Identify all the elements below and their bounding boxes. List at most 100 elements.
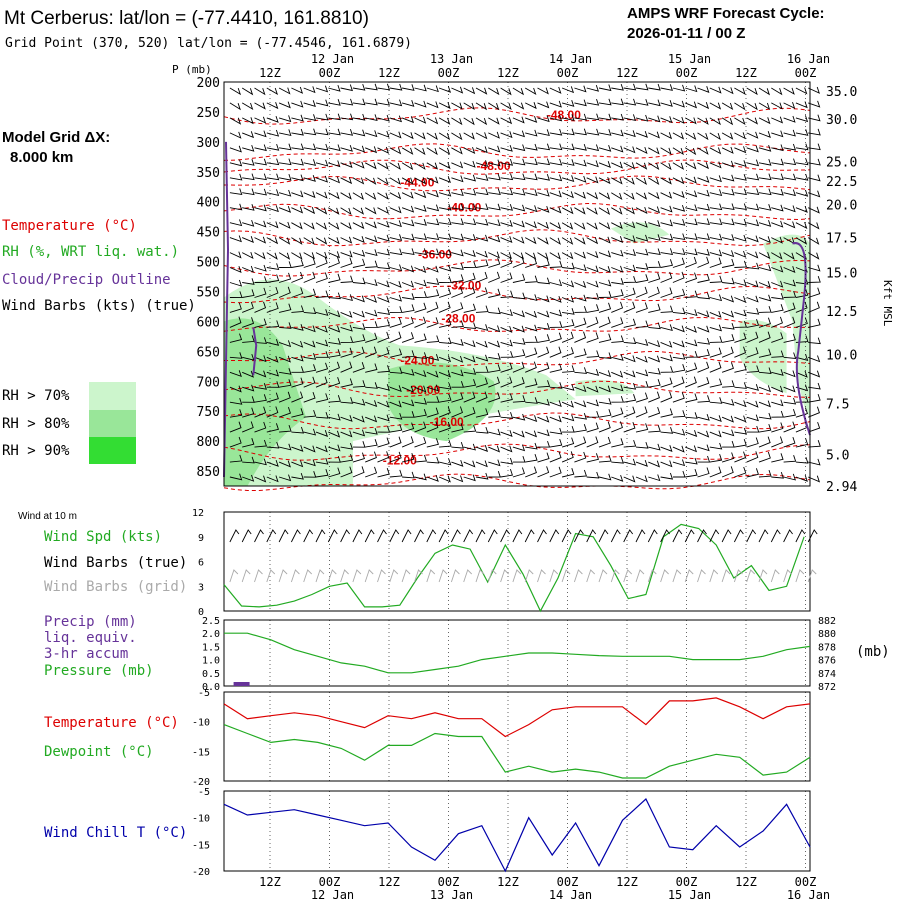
wind-barb	[672, 459, 686, 467]
wind-barb	[709, 189, 723, 197]
wind-barb	[574, 143, 587, 151]
wind-barb-grid	[549, 569, 559, 583]
wind-barb	[451, 441, 464, 449]
wind-barb	[709, 361, 722, 373]
wind-barb	[254, 236, 267, 244]
wind-barb	[586, 128, 600, 136]
wind-barb	[660, 219, 673, 227]
wind-barb	[697, 86, 710, 93]
wind-barb	[401, 177, 414, 185]
wind-barb	[451, 189, 464, 197]
wind-barb	[525, 129, 538, 137]
wind-barb-grid	[672, 569, 682, 583]
wind-barb	[721, 429, 735, 437]
wind-barb	[377, 130, 390, 138]
wind-barb	[734, 320, 748, 328]
isotherm-line	[223, 412, 811, 430]
pressure-tick: 500	[197, 256, 220, 271]
wind-barb	[340, 415, 353, 422]
isotherm-label: -28.00	[441, 311, 475, 325]
wind-barb	[242, 396, 255, 403]
wind-barb	[635, 192, 648, 200]
wind-barb	[537, 452, 550, 463]
wind-barb	[438, 318, 452, 328]
isotherm-line	[223, 316, 811, 332]
wind-barb	[279, 379, 292, 388]
height-tick: 2.94	[826, 480, 857, 495]
rh-region	[575, 379, 635, 397]
wind-barb	[328, 207, 340, 215]
wind-barb	[635, 114, 649, 122]
wind-barb	[795, 87, 808, 95]
wind-barb	[266, 173, 280, 181]
wind-barb	[291, 237, 303, 245]
wind-barb	[488, 364, 501, 373]
wind-barb	[795, 101, 808, 109]
bottom-hour-tick: 00Z	[557, 875, 579, 889]
wind-barb-true	[770, 529, 781, 543]
wind-barb	[722, 203, 735, 211]
wind-barb	[783, 436, 796, 448]
wind-barb	[463, 188, 477, 196]
pressure-ytick: 872	[818, 682, 836, 693]
wind-barb-grid	[241, 569, 251, 583]
wind-barb	[549, 237, 561, 245]
wind-barb	[611, 207, 623, 215]
wind-barb	[734, 309, 747, 317]
wind-barb	[685, 468, 698, 478]
top-hour-tick: 12Z	[259, 66, 281, 80]
wind-barb	[340, 310, 353, 318]
wind-barb	[401, 162, 414, 171]
wind-barb	[377, 437, 390, 448]
wind-barb	[586, 84, 599, 92]
wind-barb	[783, 221, 796, 229]
wind-barb	[660, 100, 673, 107]
wind-barb	[377, 234, 390, 242]
wind-barb	[623, 276, 637, 283]
wind-barb	[623, 355, 636, 363]
wind-barb	[734, 279, 747, 287]
wind-barb	[672, 248, 686, 255]
wind-barb	[229, 409, 243, 418]
wind-barb	[586, 410, 600, 418]
wind-barb	[549, 295, 562, 303]
wind-barb	[648, 162, 660, 171]
wind-barb	[291, 426, 305, 434]
wind-barb	[402, 471, 415, 479]
wind-barb	[598, 370, 612, 378]
wind-barb	[660, 248, 674, 255]
wind-barb	[328, 237, 340, 245]
isotherm-label: -48.00	[547, 108, 581, 122]
wind-barb-true	[610, 529, 621, 543]
wind-barb	[266, 441, 280, 449]
wind-barb	[500, 272, 513, 283]
wind-barb	[315, 256, 328, 268]
wind-barb	[709, 203, 723, 211]
wind-barb	[365, 382, 378, 389]
wind-barb	[672, 218, 686, 226]
wind-barb	[623, 287, 636, 298]
wind-barb	[672, 470, 686, 478]
wind-barb	[500, 204, 513, 211]
wind-barb	[426, 396, 440, 403]
wind-barb	[746, 102, 758, 111]
wind-barb	[242, 438, 255, 448]
wind-barb	[537, 310, 550, 318]
wind-barb	[685, 376, 697, 388]
wind-barb	[623, 98, 637, 106]
wind-barb	[709, 466, 722, 478]
isotherm-line	[223, 143, 811, 161]
wind-barb	[303, 271, 316, 283]
wind-barb	[278, 272, 292, 283]
wind-barb	[414, 454, 428, 463]
wind-barb-grid	[623, 569, 633, 583]
wind-barb	[672, 271, 685, 283]
wind-barb	[488, 470, 501, 478]
wind-barb	[721, 146, 734, 154]
wind-barb-grid	[721, 569, 731, 583]
wind-barb	[463, 203, 477, 211]
wind-barb	[377, 162, 389, 170]
pressure-tick: 400	[197, 196, 220, 211]
wind-barb	[635, 392, 648, 403]
wind-barb	[623, 162, 636, 170]
